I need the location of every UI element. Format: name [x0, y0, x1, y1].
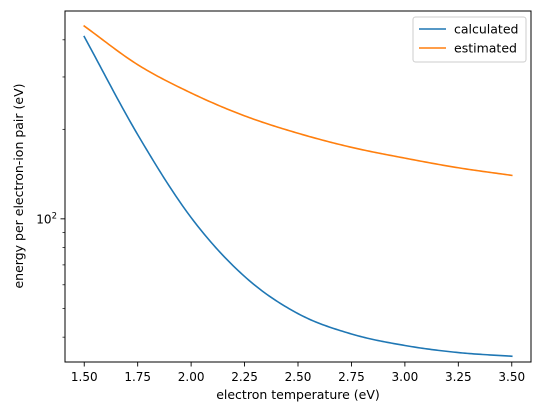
x-axis-label: electron temperature (eV): [216, 387, 380, 402]
x-tick-label: 3.00: [392, 370, 419, 384]
x-tick-label: 1.50: [71, 370, 98, 384]
y-axis-label: energy per electron-ion pair (eV): [11, 83, 26, 288]
x-tick-label: 2.50: [285, 370, 312, 384]
series-line-calculated: [83, 35, 513, 358]
x-axis: 1.50 1.75 2.00 2.25 2.50 2.75 3.00 3.25 3.50: [71, 362, 525, 384]
legend-label-calculated: calculated: [454, 22, 518, 37]
x-tick-label: 1.75: [124, 370, 151, 384]
y-axis: 102: [36, 39, 65, 338]
x-tick-label: 3.50: [498, 370, 525, 384]
x-tick-label: 2.25: [231, 370, 258, 384]
x-tick-label: 2.75: [338, 370, 365, 384]
series-line-estimated: [83, 24, 513, 177]
y-tick-label: 102: [36, 211, 57, 226]
x-tick-label: 2.00: [178, 370, 205, 384]
legend-label-estimated: estimated: [454, 41, 517, 56]
legend: calculated estimated: [412, 16, 527, 63]
series-lines: [83, 24, 513, 358]
x-tick-label: 3.25: [445, 370, 472, 384]
